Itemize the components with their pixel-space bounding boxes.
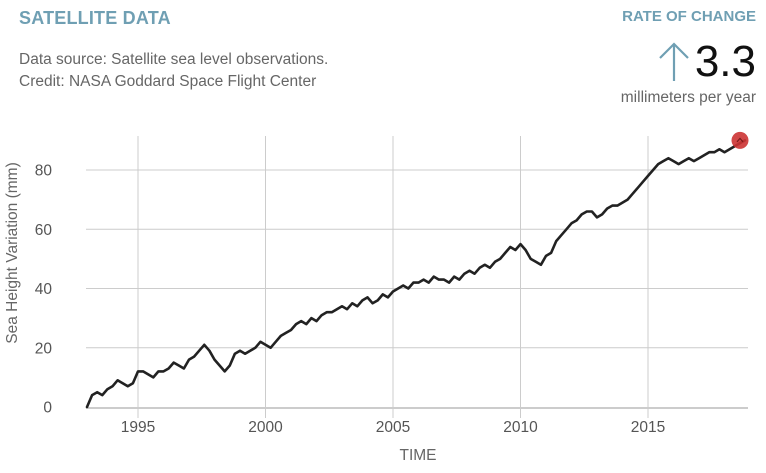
sea-level-line bbox=[85, 139, 747, 409]
ticks: 0 20 40 60 80 1995 2000 2005 2010 2015 bbox=[35, 163, 665, 437]
source-line: Data source: Satellite sea level observa… bbox=[19, 51, 329, 68]
y-tick-label: 40 bbox=[35, 281, 53, 298]
y-tick-label: 0 bbox=[43, 400, 52, 417]
y-tick-label: 80 bbox=[35, 163, 53, 180]
credit-line: Credit: NASA Goddard Space Flight Center bbox=[19, 73, 317, 90]
series bbox=[85, 131, 749, 409]
rate-of-change-label: RATE OF CHANGE bbox=[622, 8, 756, 25]
data-source-text: Data source: Satellite sea level observa… bbox=[19, 49, 328, 93]
up-arrow-icon bbox=[659, 42, 689, 81]
rate-of-change-readout: 3.3 bbox=[657, 38, 756, 86]
marker-caret-icon bbox=[736, 137, 744, 143]
rate-value: 3.3 bbox=[694, 37, 756, 86]
rate-unit: millimeters per year bbox=[620, 89, 756, 106]
x-tick-label: 1995 bbox=[121, 419, 155, 436]
x-tick-label: 2015 bbox=[631, 419, 665, 436]
latest-value-marker bbox=[731, 131, 749, 149]
y-tick-label: 20 bbox=[35, 340, 53, 357]
x-tick-label: 2005 bbox=[376, 419, 410, 436]
x-tick-label: 2000 bbox=[248, 419, 283, 436]
chart-title: SATELLITE DATA bbox=[19, 8, 171, 28]
y-tick-label: 60 bbox=[35, 222, 53, 239]
x-tick-label: 2010 bbox=[503, 419, 538, 436]
grid bbox=[86, 136, 748, 418]
x-axis-label: TIME bbox=[399, 447, 437, 464]
